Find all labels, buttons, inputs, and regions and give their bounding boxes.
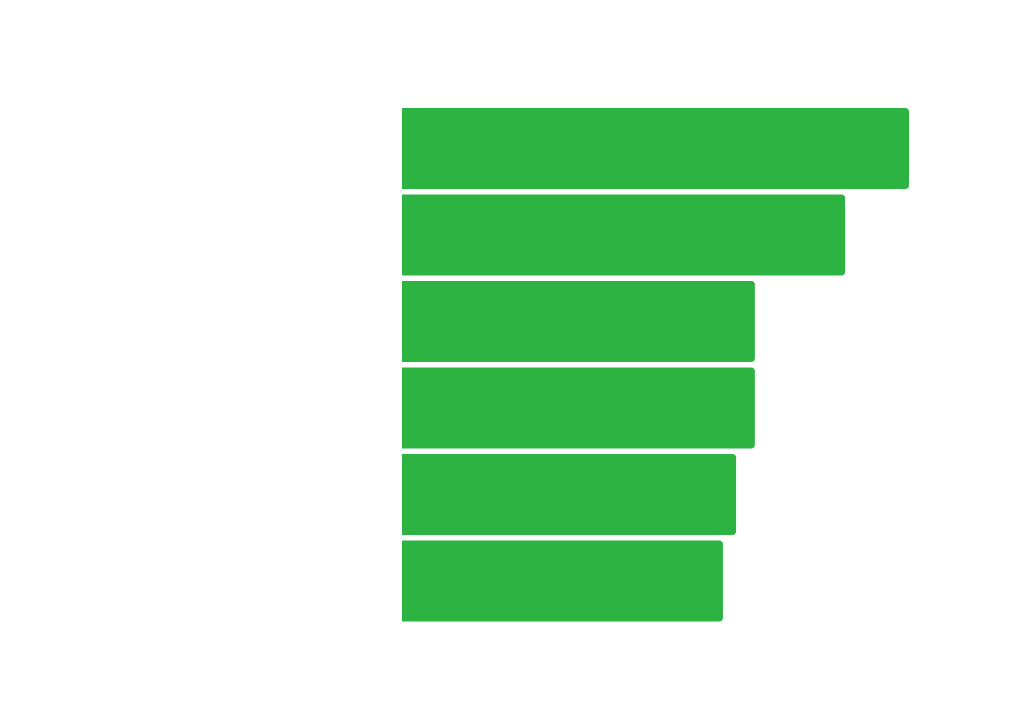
bar-4 (402, 367, 755, 449)
bar-3 (402, 281, 755, 362)
bars-group (402, 108, 909, 622)
bar-6 (402, 540, 723, 622)
bar-2 (402, 194, 846, 276)
bar-5 (402, 454, 737, 535)
bar-1 (402, 108, 909, 189)
